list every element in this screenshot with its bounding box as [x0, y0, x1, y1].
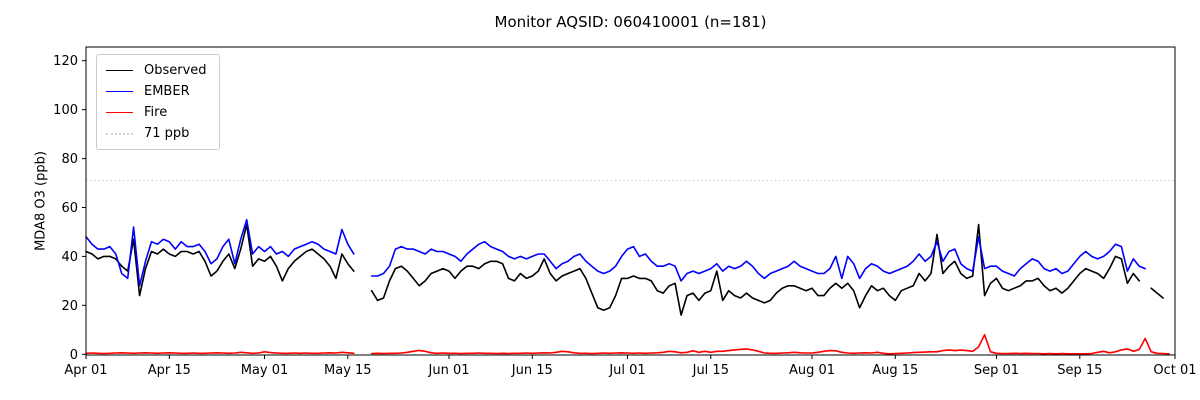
x-tick-label: Oct 01 — [1153, 363, 1196, 378]
y-tick-label: 0 — [70, 348, 78, 363]
x-tick-label: Jun 15 — [511, 363, 553, 378]
legend-item-threshold: 71 ppb — [106, 123, 207, 144]
series-line-fire — [85, 333, 1170, 355]
x-tick-label: Jul 15 — [692, 363, 729, 378]
legend-item-fire: Fire — [106, 102, 207, 123]
plot-border — [85, 46, 1176, 356]
legend-item-ember: EMBER — [106, 81, 207, 102]
x-tick-label: Sep 01 — [974, 363, 1019, 378]
chart-title: Monitor AQSID: 060410001 (n=181) — [494, 13, 767, 31]
observed-line-swatch — [106, 70, 133, 71]
threshold-line-swatch — [106, 132, 133, 135]
y-tick-label: 100 — [53, 103, 78, 118]
x-tick-label: Apr 15 — [148, 363, 191, 378]
x-tick-label: Apr 01 — [64, 363, 107, 378]
y-tick-label: 20 — [61, 299, 78, 314]
legend-label: 71 ppb — [144, 126, 190, 141]
ember-line-swatch — [106, 91, 133, 92]
x-tick-label: Jul 01 — [608, 363, 645, 378]
legend-label: EMBER — [144, 84, 190, 99]
fire-line-swatch — [106, 112, 133, 113]
legend-item-observed: Observed — [106, 60, 207, 81]
y-tick-label: 80 — [61, 152, 78, 167]
legend-label: Fire — [144, 105, 168, 120]
x-tick-label: Aug 15 — [872, 363, 918, 378]
y-tick-label: 120 — [53, 54, 78, 69]
legend: Observed EMBER Fire 71 ppb — [96, 54, 220, 150]
x-tick-label: Sep 15 — [1057, 363, 1102, 378]
series-line-ember — [85, 218, 1146, 287]
x-tick-label: Aug 01 — [789, 363, 835, 378]
legend-label: Observed — [144, 63, 207, 78]
x-tick-label: Jun 01 — [428, 363, 470, 378]
x-tick-label: May 01 — [241, 363, 289, 378]
y-tick-label: 60 — [61, 201, 78, 216]
x-tick-label: May 15 — [324, 363, 372, 378]
y-tick-label: 40 — [61, 250, 78, 265]
